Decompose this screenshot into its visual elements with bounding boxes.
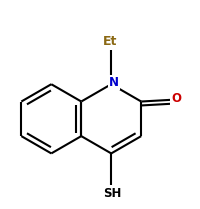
Text: Et: Et (102, 35, 117, 48)
Text: N: N (108, 76, 118, 89)
Text: O: O (171, 92, 181, 105)
Text: SH: SH (102, 187, 121, 200)
